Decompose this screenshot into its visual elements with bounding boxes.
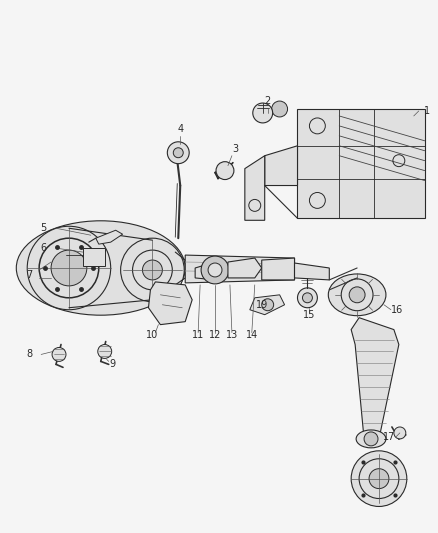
Text: 7: 7 — [26, 270, 32, 280]
Text: 9: 9 — [110, 359, 116, 369]
Circle shape — [297, 288, 318, 308]
Circle shape — [351, 451, 407, 506]
Polygon shape — [351, 318, 399, 439]
Text: 11: 11 — [192, 329, 204, 340]
Circle shape — [39, 238, 99, 298]
Text: 10: 10 — [146, 329, 159, 340]
Text: 1: 1 — [424, 106, 430, 116]
Text: 8: 8 — [26, 350, 32, 359]
Circle shape — [98, 344, 112, 358]
Text: 17: 17 — [383, 432, 395, 442]
Circle shape — [51, 250, 87, 286]
Circle shape — [133, 250, 172, 290]
Polygon shape — [195, 262, 220, 280]
Circle shape — [167, 142, 189, 164]
Circle shape — [369, 469, 389, 489]
Text: 16: 16 — [391, 305, 403, 314]
Circle shape — [303, 293, 312, 303]
Circle shape — [201, 256, 229, 284]
Circle shape — [253, 103, 273, 123]
Polygon shape — [250, 295, 285, 314]
Polygon shape — [96, 230, 123, 244]
Circle shape — [359, 459, 399, 498]
Circle shape — [173, 148, 183, 158]
Circle shape — [272, 101, 288, 117]
Ellipse shape — [16, 221, 185, 315]
Circle shape — [27, 226, 111, 310]
Polygon shape — [148, 282, 192, 325]
Circle shape — [364, 432, 378, 446]
Circle shape — [262, 299, 274, 311]
Circle shape — [341, 279, 373, 311]
Polygon shape — [185, 255, 294, 283]
Text: 19: 19 — [256, 300, 268, 310]
Polygon shape — [245, 156, 265, 220]
Ellipse shape — [328, 274, 386, 316]
Polygon shape — [262, 258, 294, 280]
Circle shape — [120, 238, 184, 302]
Circle shape — [142, 260, 162, 280]
Bar — [297, 109, 425, 219]
Text: 5: 5 — [40, 223, 46, 233]
Text: 12: 12 — [209, 329, 221, 340]
Circle shape — [216, 161, 234, 180]
Circle shape — [349, 287, 365, 303]
Ellipse shape — [356, 430, 386, 448]
Circle shape — [208, 263, 222, 277]
Text: 13: 13 — [226, 329, 238, 340]
Text: 6: 6 — [40, 243, 46, 253]
Polygon shape — [294, 263, 329, 280]
Circle shape — [394, 427, 406, 439]
Circle shape — [52, 348, 66, 361]
Text: 3: 3 — [232, 144, 238, 154]
Text: 15: 15 — [303, 310, 316, 320]
Text: 2: 2 — [265, 96, 271, 106]
Polygon shape — [228, 258, 262, 278]
Text: 4: 4 — [177, 124, 184, 134]
Polygon shape — [265, 146, 297, 185]
Bar — [83, 248, 105, 266]
Text: 14: 14 — [246, 329, 258, 340]
